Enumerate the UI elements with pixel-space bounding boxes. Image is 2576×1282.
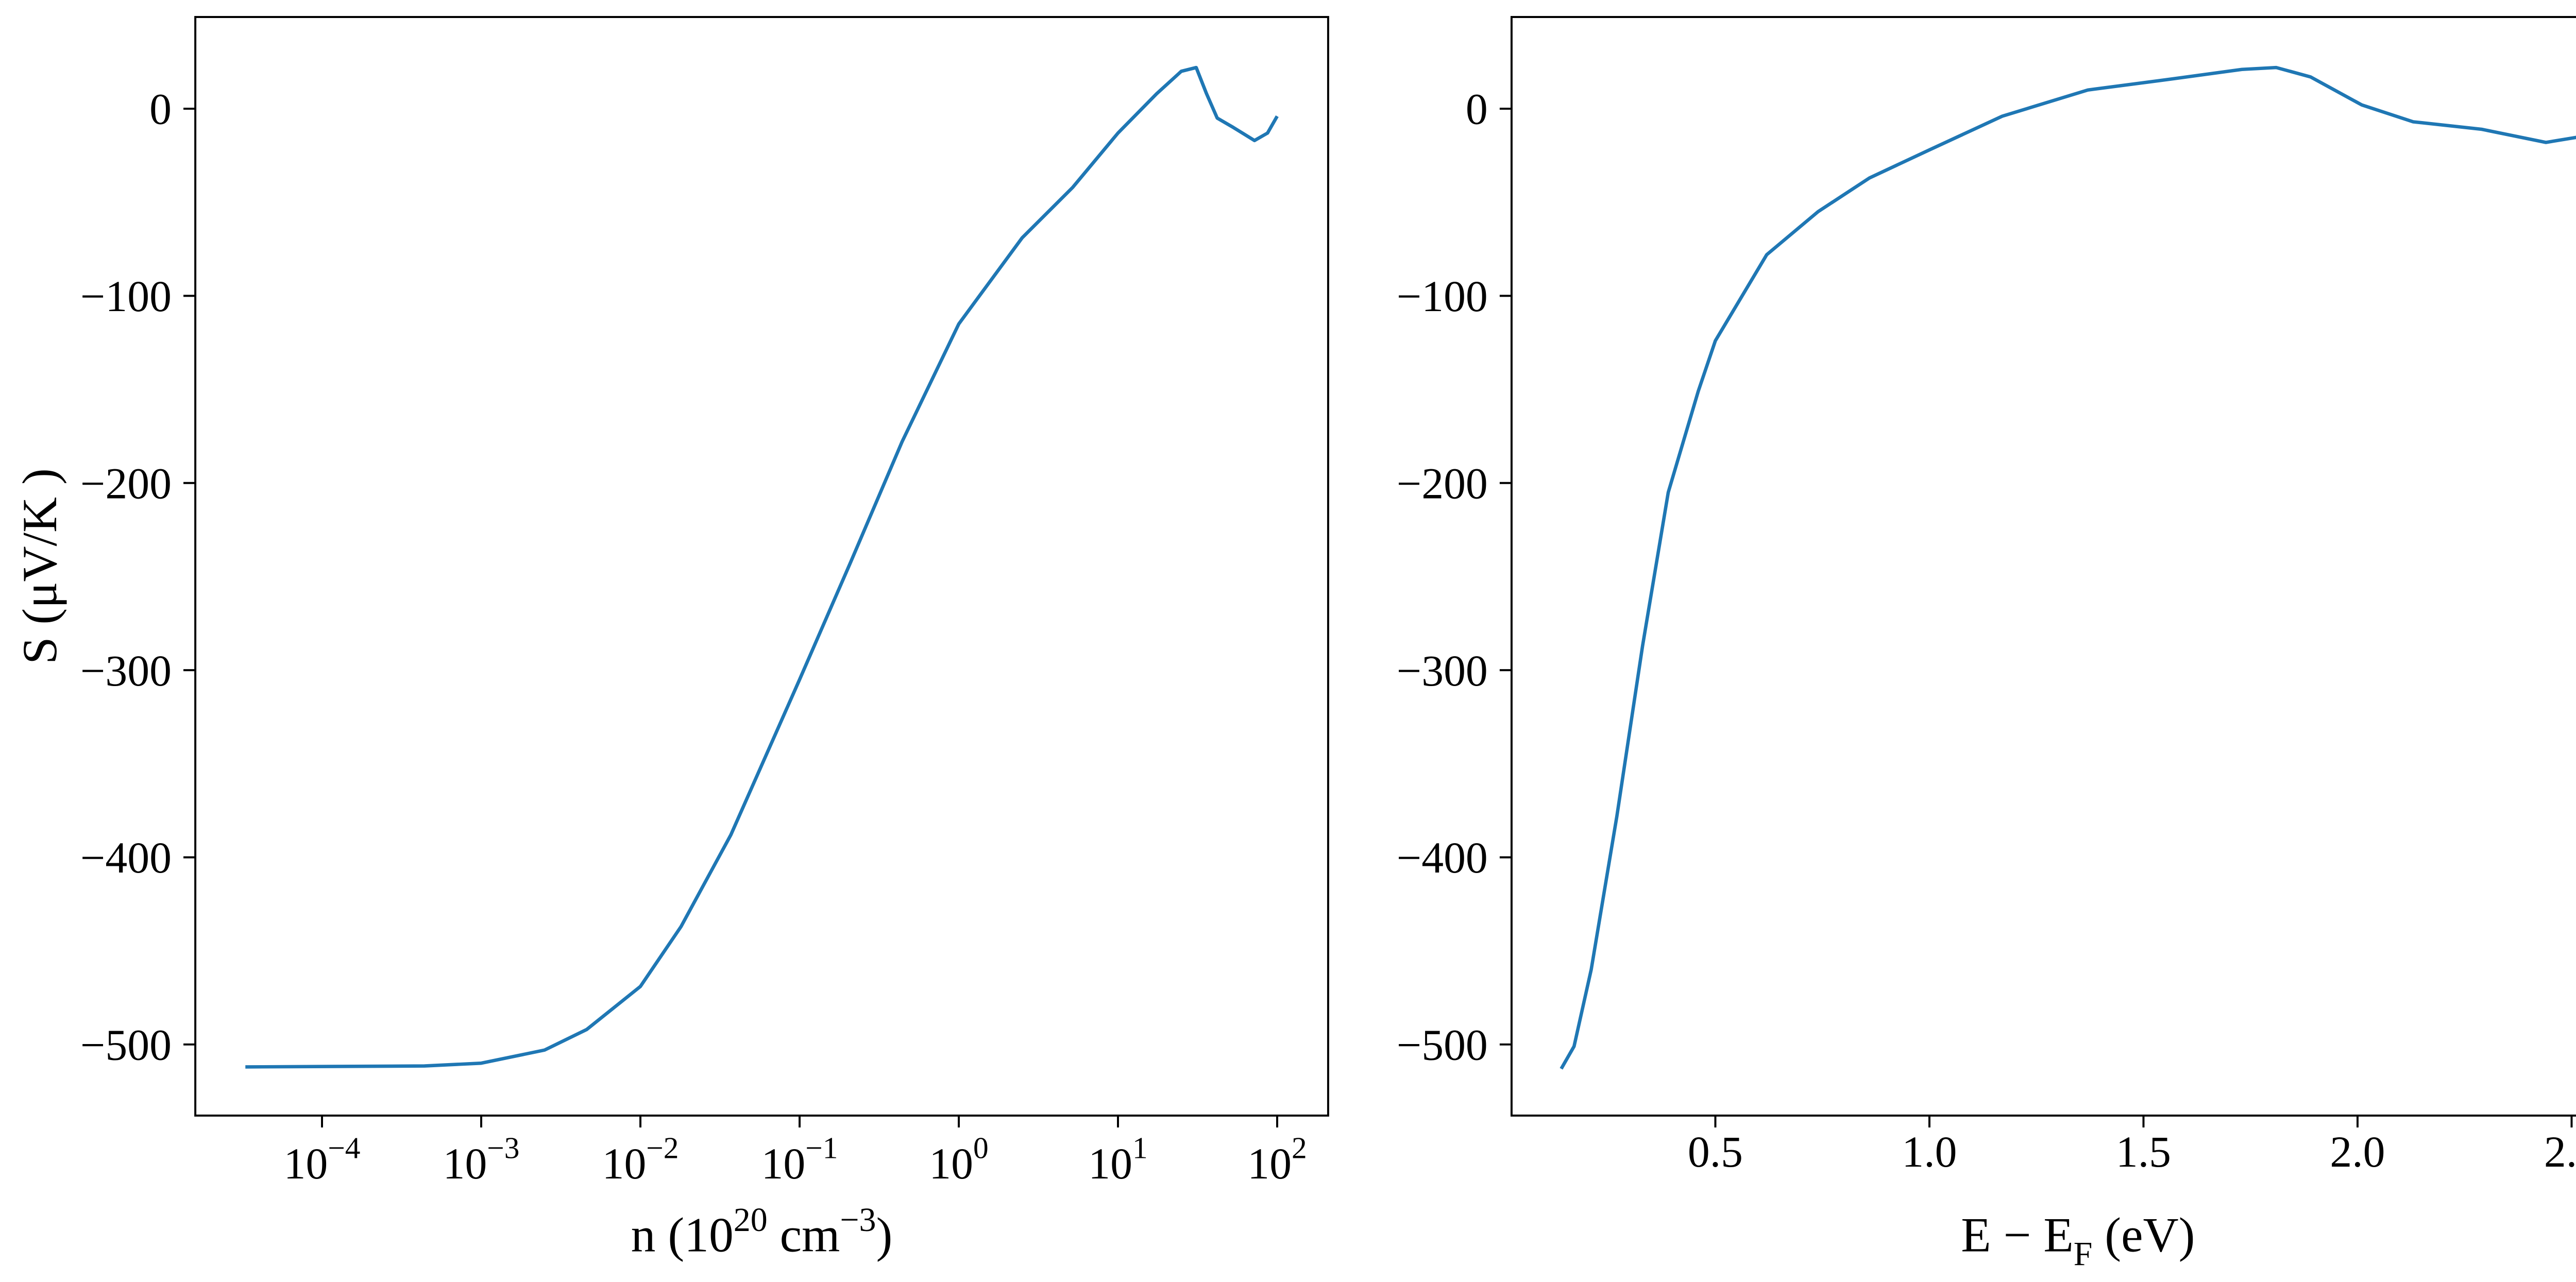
tick-exponent: −3	[487, 1131, 519, 1165]
x-tick-label: 0.5	[1688, 1127, 1743, 1176]
plot-frame	[194, 16, 1329, 1117]
axis-label-part: E − E	[1961, 1208, 2073, 1262]
tick-exponent: 1	[1132, 1131, 1148, 1165]
tick-base: 10	[1088, 1139, 1132, 1188]
tick-exponent: −1	[805, 1131, 838, 1165]
x-tick-label: 100	[929, 1131, 988, 1188]
tick-base: 10	[443, 1139, 487, 1188]
tick-exponent: −4	[328, 1131, 360, 1165]
y-tick-label: −500	[1397, 1020, 1488, 1069]
tick-base: 10	[761, 1139, 806, 1188]
data-line	[1560, 65, 2576, 1070]
x-axis-label: n (1020 cm−3)	[631, 1201, 893, 1262]
tick-exponent: 2	[1292, 1131, 1307, 1165]
x-tick-label: 101	[1088, 1131, 1147, 1188]
y-tick-label: −400	[1397, 833, 1488, 882]
x-tick-label: 10−2	[602, 1131, 679, 1188]
x-tick-label: 1.5	[2116, 1127, 2171, 1176]
tick-base: 10	[1247, 1139, 1292, 1188]
y-tick-label: 0	[149, 85, 172, 134]
tick-base: 10	[602, 1139, 647, 1188]
axis-label-part: (eV)	[2092, 1208, 2195, 1262]
tick-base: 10	[284, 1139, 328, 1188]
y-axis-label: S (μV/K )	[12, 468, 67, 664]
data-line	[245, 65, 1279, 1069]
tick-exponent: −2	[646, 1131, 679, 1165]
y-tick-label: −300	[1397, 646, 1488, 695]
x-tick-label: 2.5	[2544, 1127, 2576, 1176]
y-tick-label: −400	[80, 833, 172, 882]
y-tick-label: −200	[80, 459, 172, 508]
axis-label-part: n (10	[631, 1208, 734, 1262]
x-tick-label: 2.0	[2330, 1127, 2385, 1176]
x-axis-label: E − EF (eV)	[1961, 1208, 2195, 1273]
subplot: −500 −400 −300 −200 −100 0 0.5 1.0 1.5 2.0 2.5 E − …	[1397, 16, 2576, 1273]
x-tick-label: 102	[1247, 1131, 1307, 1188]
x-tick-label: 1.0	[1902, 1127, 1957, 1176]
y-tick-label: −300	[80, 646, 172, 695]
axis-label-part: −3	[840, 1201, 876, 1239]
y-tick-label: −500	[80, 1020, 172, 1069]
x-tick-label: 10−4	[284, 1131, 361, 1188]
y-tick-label: −100	[80, 272, 172, 321]
tick-exponent: 0	[973, 1131, 989, 1165]
x-tick-label: 10−1	[761, 1131, 838, 1188]
y-tick-label: −200	[1397, 459, 1488, 508]
y-tick-label: −100	[1397, 272, 1488, 321]
tick-base: 10	[929, 1139, 973, 1188]
y-tick-label: 0	[1466, 85, 1488, 134]
axis-label-part: F	[2074, 1235, 2093, 1273]
axis-label-part: 20	[734, 1201, 768, 1239]
axis-label-part: cm	[768, 1208, 840, 1262]
axis-label-part: )	[876, 1208, 893, 1262]
plot-frame	[1510, 16, 2576, 1117]
x-tick-label: 10−3	[443, 1131, 520, 1188]
